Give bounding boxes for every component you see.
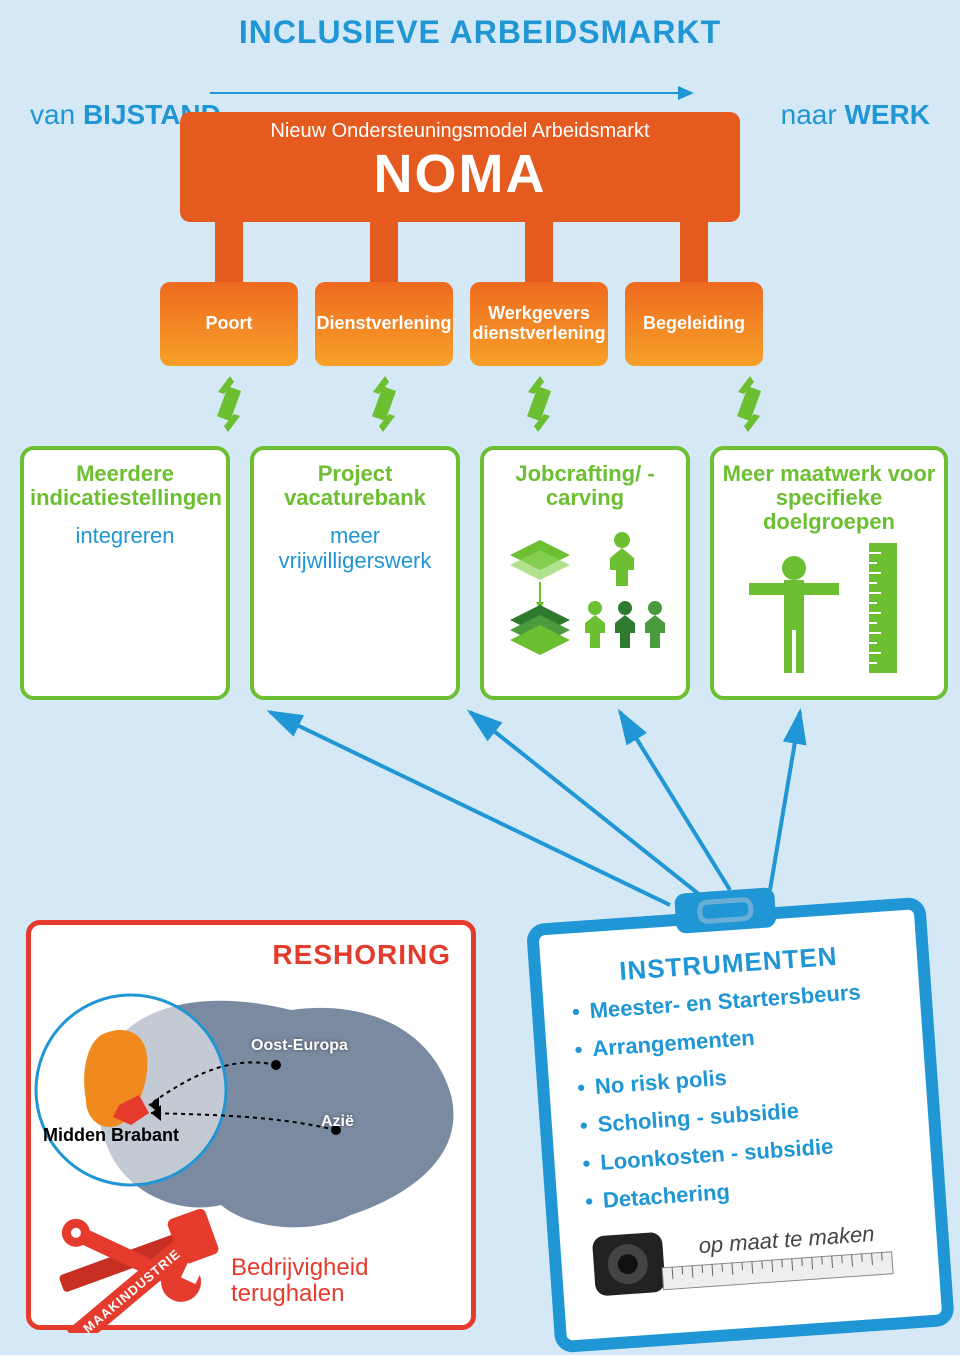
- map-label-asia: Azië: [321, 1113, 354, 1131]
- map-label-nl: Midden Brabant: [43, 1125, 179, 1146]
- blue-arrows: [0, 0, 960, 1000]
- map-label-eu: Oost-Europa: [251, 1037, 348, 1055]
- clipboard: INSTRUMENTEN Meester- en Startersbeurs A…: [524, 877, 955, 1363]
- reshoring-subtitle: Bedrijvigheidterughalen: [231, 1255, 368, 1308]
- hammer-wrench-icon: MAAKINDUSTRIE: [37, 1183, 237, 1333]
- reshoring-box: RESHORING Midden Brabant Oost-Europa Azi…: [26, 920, 476, 1330]
- clipboard-clip-icon: [674, 887, 777, 934]
